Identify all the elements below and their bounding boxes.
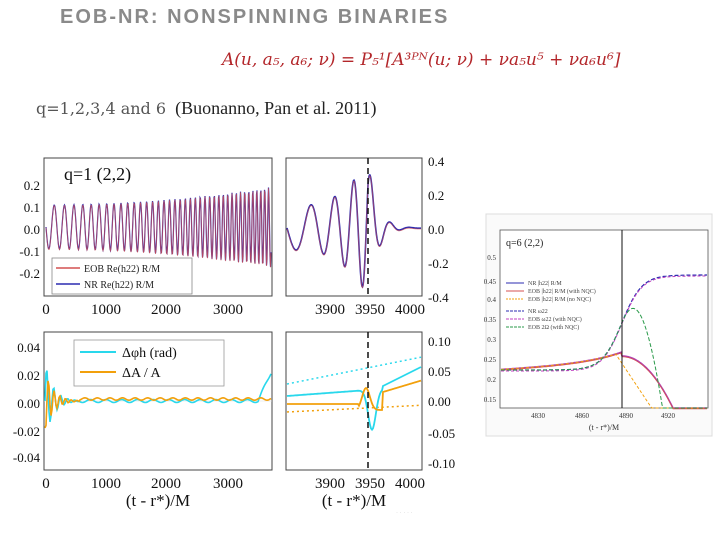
x-tick: 3900 bbox=[315, 302, 345, 318]
x-tick: 2000 bbox=[151, 302, 181, 318]
legend-damp-label: ΔA / A bbox=[122, 366, 161, 381]
x-tick: 0 bbox=[42, 302, 50, 318]
top-right-y-ticks: 0.4 0.2 0.0 -0.2 -0.4 bbox=[428, 154, 449, 305]
x-tick: 3000 bbox=[213, 302, 243, 318]
citation: (Buonanno, Pan et al. 2011) bbox=[175, 98, 377, 118]
bottom-left-xlabel: (t - r*)/M bbox=[126, 491, 190, 510]
y-tick: 0.00 bbox=[17, 396, 40, 411]
q6-legend: NR |h22| R/M EOB |h22| R/M (with NQC) EO… bbox=[506, 281, 596, 331]
y-tick: -0.02 bbox=[13, 424, 40, 439]
x-tick: 3950 bbox=[355, 476, 385, 492]
y-tick: -0.10 bbox=[428, 456, 455, 471]
legend-eob-label: EOB Re(h22) R/M bbox=[84, 264, 160, 275]
x-tick: 4000 bbox=[395, 476, 425, 492]
y-tick: 0.0 bbox=[24, 222, 40, 237]
q6-legend-item: NR |h22| R/M bbox=[528, 281, 562, 287]
y-tick: 0.45 bbox=[484, 278, 497, 286]
top-right-x-ticks: 3900 3950 4000 bbox=[315, 302, 425, 318]
bottom-right-y-ticks: 0.10 0.05 0.00 -0.05 -0.10 bbox=[428, 334, 455, 471]
x-tick: 4920 bbox=[661, 412, 676, 420]
watermark: · · · · · bbox=[396, 510, 413, 516]
y-tick: -0.4 bbox=[428, 290, 449, 305]
bottom-right-xlabel: (t - r*)/M bbox=[322, 491, 386, 510]
bottom-left-y-ticks: 0.04 0.02 0.00 -0.02 -0.04 bbox=[13, 340, 41, 465]
y-tick: 0.00 bbox=[428, 394, 451, 409]
panel-top-left: q=1 (2,2) EOB Re(h22) R/M NR Re(h22) R/M… bbox=[19, 157, 273, 318]
y-tick: 0.1 bbox=[24, 200, 40, 215]
eob-waveform-merger bbox=[286, 175, 421, 289]
y-tick: -0.05 bbox=[428, 426, 455, 441]
q6-y-ticks: 0.5 0.45 0.4 0.35 0.3 0.25 0.2 0.15 bbox=[484, 254, 497, 404]
y-tick: 0.2 bbox=[428, 188, 444, 203]
x-tick: 4860 bbox=[575, 412, 590, 420]
eob-potential-formula: A(u, a₅, a₆; ν) = P₅¹[A³ᴾᴺ(u; ν) + νa₅u⁵… bbox=[222, 50, 621, 70]
x-tick: 4830 bbox=[531, 412, 546, 420]
mass-ratio-list: q=1,2,3,4 and 6 bbox=[36, 99, 167, 118]
x-tick: 2000 bbox=[151, 476, 181, 492]
y-tick: 0.15 bbox=[484, 396, 497, 404]
x-tick: 4000 bbox=[395, 302, 425, 318]
bottom-right-x-ticks: 3900 3950 4000 bbox=[315, 476, 425, 492]
y-tick: 0.04 bbox=[17, 340, 40, 355]
y-tick: 0.02 bbox=[17, 368, 40, 383]
dphi-curve-left bbox=[44, 370, 272, 423]
x-tick: 1000 bbox=[91, 476, 121, 492]
x-tick: 4890 bbox=[619, 412, 634, 420]
panel-bottom-right-frame bbox=[285, 331, 423, 471]
q6-eob-2omega bbox=[501, 307, 707, 409]
panel-top-label: q=1 (2,2) bbox=[64, 164, 131, 185]
y-tick: 0.2 bbox=[487, 376, 496, 384]
x-tick: 3000 bbox=[213, 476, 243, 492]
top-legend-box bbox=[51, 257, 193, 295]
q6-legend-item: EOB 2Ω (with NQC) bbox=[528, 324, 579, 331]
y-tick: 0.4 bbox=[428, 154, 445, 169]
q6-legend-item: EOB |h22| R/M (with NQC) bbox=[528, 288, 596, 295]
panel-bottom-left: Δφh (rad) ΔA / A 0.04 0.02 0.00 -0.02 -0… bbox=[13, 331, 273, 510]
x-tick: 3950 bbox=[355, 302, 385, 318]
y-tick: 0.5 bbox=[487, 254, 496, 262]
y-tick: 0.2 bbox=[24, 178, 40, 193]
slide-title: EOB-NR: NONSPINNING BINARIES bbox=[60, 6, 450, 28]
damp-curve-left bbox=[44, 380, 272, 429]
y-tick: -0.2 bbox=[428, 256, 449, 271]
panel-q6-frame bbox=[499, 229, 709, 409]
q6-legend-item: EOB |h22| R/M (no NQC) bbox=[528, 296, 591, 303]
q6-label: q=6 (2,2) bbox=[506, 238, 543, 249]
x-tick: 0 bbox=[42, 476, 50, 492]
damp-dotted-right bbox=[286, 404, 422, 413]
y-tick: 0.10 bbox=[428, 334, 451, 349]
y-tick: 0.35 bbox=[484, 316, 497, 324]
y-tick: -0.2 bbox=[19, 266, 40, 281]
y-tick: 0.3 bbox=[487, 336, 496, 344]
top-left-x-ticks: 0 1000 2000 3000 bbox=[42, 302, 243, 318]
dphi-curve-right bbox=[286, 366, 422, 432]
bottom-left-x-ticks: 0 1000 2000 3000 bbox=[42, 476, 243, 492]
y-tick: 0.05 bbox=[428, 364, 451, 379]
legend-nr-label: NR Re(h22) R/M bbox=[84, 280, 154, 291]
y-tick: -0.1 bbox=[19, 244, 40, 259]
q6-xlabel: (t - r*)/M bbox=[589, 423, 619, 432]
y-tick: -0.04 bbox=[13, 450, 41, 465]
y-tick: 0.25 bbox=[484, 356, 497, 364]
bottom-legend-box bbox=[73, 339, 225, 387]
panel-top-right-frame bbox=[285, 157, 423, 297]
panel-top-right: 0.4 0.2 0.0 -0.2 -0.4 3900 3950 4000 bbox=[285, 154, 449, 318]
y-tick: 0.4 bbox=[487, 296, 496, 304]
y-tick: 0.0 bbox=[428, 222, 444, 237]
eob-waveform-left bbox=[45, 188, 272, 268]
q6-x-ticks: 4830 4860 4890 4920 bbox=[531, 412, 676, 420]
caption: q=1,2,3,4 and 6 (Buonanno, Pan et al. 20… bbox=[36, 98, 376, 119]
x-tick: 1000 bbox=[91, 302, 121, 318]
legend-dphi-label: Δφh (rad) bbox=[122, 346, 177, 361]
top-left-y-ticks: 0.2 0.1 0.0 -0.1 -0.2 bbox=[19, 178, 40, 281]
q6-legend-item: NR ω22 bbox=[528, 309, 548, 315]
panel-bottom-right: 0.10 0.05 0.00 -0.05 -0.10 3900 3950 400… bbox=[285, 331, 455, 510]
damp-curve-right bbox=[287, 379, 422, 411]
x-tick: 3900 bbox=[315, 476, 345, 492]
q6-legend-item: EOB ω22 (with NQC) bbox=[528, 316, 582, 323]
panel-q6: q=6 (2,2) NR |h22| R/M EOB |h22| R/M (wi… bbox=[484, 213, 713, 437]
